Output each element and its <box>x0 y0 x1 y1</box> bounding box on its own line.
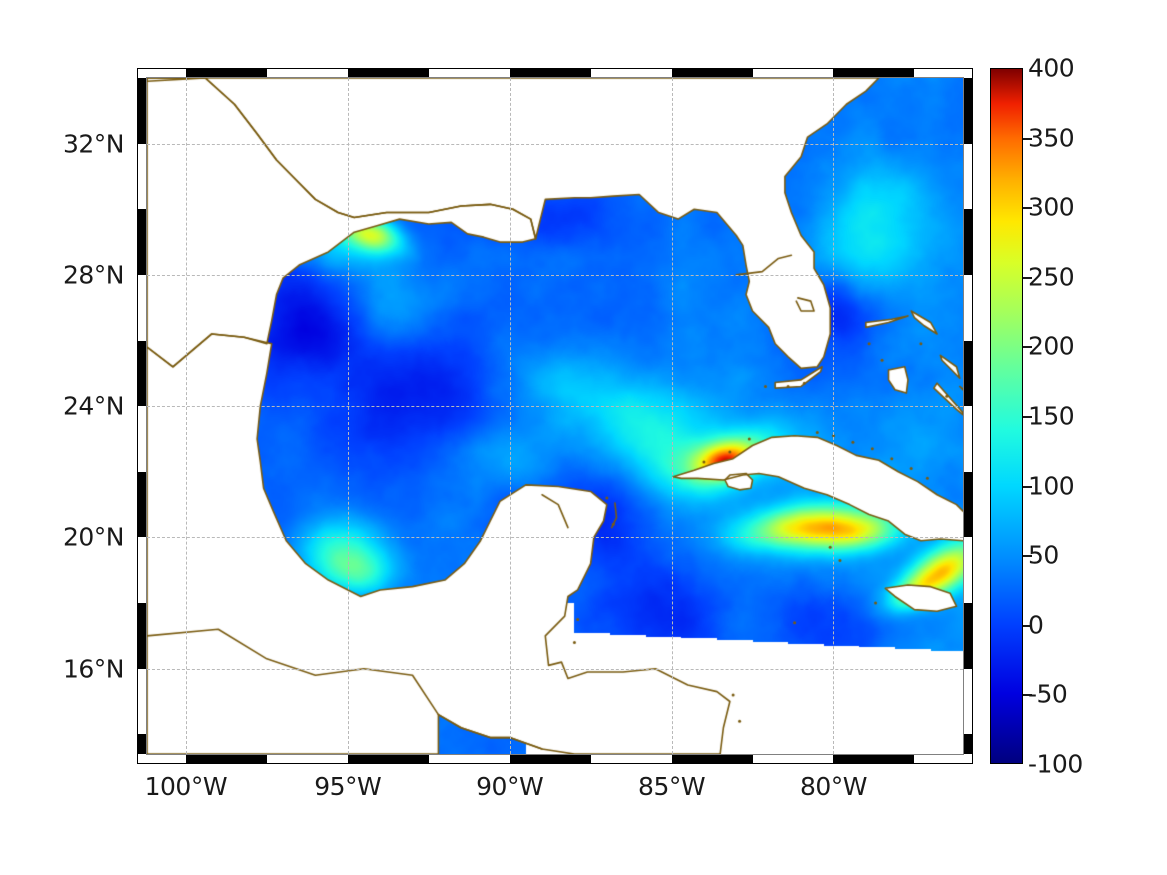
frame-tick-block <box>963 78 973 144</box>
colorbar-label-5: 150 <box>1028 401 1075 431</box>
frame-tick-block <box>185 68 267 78</box>
colorbar-tick-3 <box>1023 276 1032 279</box>
colorbar-tick-6 <box>1023 485 1032 488</box>
colorbar[interactable] <box>990 68 1023 764</box>
y-tick-label-4: 32°N <box>62 129 125 159</box>
frame-tick-block <box>185 754 267 764</box>
colorbar-label-4: 200 <box>1028 331 1075 361</box>
y-tick-label-3: 28°N <box>62 260 125 290</box>
frame-tick-block <box>671 754 753 764</box>
x-tick-label-3: 85°W <box>638 772 706 801</box>
frame-tick-block <box>137 78 147 144</box>
y-tick-label-1: 20°N <box>62 522 125 552</box>
y-tick-label-0: 16°N <box>62 654 125 684</box>
frame-tick-block <box>137 209 147 275</box>
colorbar-tick-1 <box>1023 137 1032 140</box>
colorbar-tick-8 <box>1023 624 1032 627</box>
x-tick-label-2: 90°W <box>476 772 544 801</box>
frame-tick-block <box>137 471 147 538</box>
frame-tick-block <box>833 754 915 764</box>
colorbar-label-3: 250 <box>1028 262 1075 292</box>
frame-tick-block <box>137 734 147 754</box>
colorbar-label-7: 50 <box>1028 540 1059 570</box>
frame-tick-block <box>963 734 973 754</box>
y-tick-label-2: 24°N <box>62 391 125 421</box>
colorbar-label-1: 350 <box>1028 123 1075 153</box>
colorbar-label-2: 300 <box>1028 192 1075 222</box>
colorbar-label-10: -100 <box>1028 749 1083 779</box>
colorbar-label-9: -50 <box>1028 679 1068 709</box>
map-axes[interactable] <box>137 68 973 764</box>
frame-tick-block <box>963 603 973 669</box>
frame-tick-block <box>963 340 973 407</box>
colorbar-tick-7 <box>1023 555 1032 558</box>
colorbar-label-8: 0 <box>1028 610 1044 640</box>
colorbar-gradient <box>990 68 1023 764</box>
frame-tick-block <box>963 471 973 538</box>
map-plot-area[interactable] <box>147 78 963 754</box>
frame-band-right <box>963 68 973 764</box>
x-tick-label-1: 95°W <box>314 772 382 801</box>
colorbar-label-0: 400 <box>1028 53 1075 83</box>
frame-tick-block <box>509 754 591 764</box>
frame-band-left <box>137 68 147 764</box>
x-tick-label-0: 100°W <box>144 772 228 801</box>
frame-band-bottom <box>137 754 973 764</box>
heatmap-raster <box>147 78 963 754</box>
x-tick-label-4: 80°W <box>799 772 868 801</box>
colorbar-label-6: 100 <box>1028 471 1075 501</box>
frame-tick-block <box>137 603 147 669</box>
frame-tick-block <box>347 754 429 764</box>
frame-tick-block <box>347 68 429 78</box>
frame-tick-block <box>963 209 973 275</box>
frame-tick-block <box>671 68 753 78</box>
colorbar-tick-4 <box>1023 346 1032 349</box>
colorbar-tick-9 <box>1023 694 1032 697</box>
colorbar-tick-2 <box>1023 207 1032 210</box>
frame-tick-block <box>509 68 591 78</box>
frame-band-top <box>137 68 973 78</box>
colorbar-tick-5 <box>1023 416 1032 418</box>
frame-tick-block <box>137 340 147 407</box>
frame-tick-block <box>833 68 915 78</box>
